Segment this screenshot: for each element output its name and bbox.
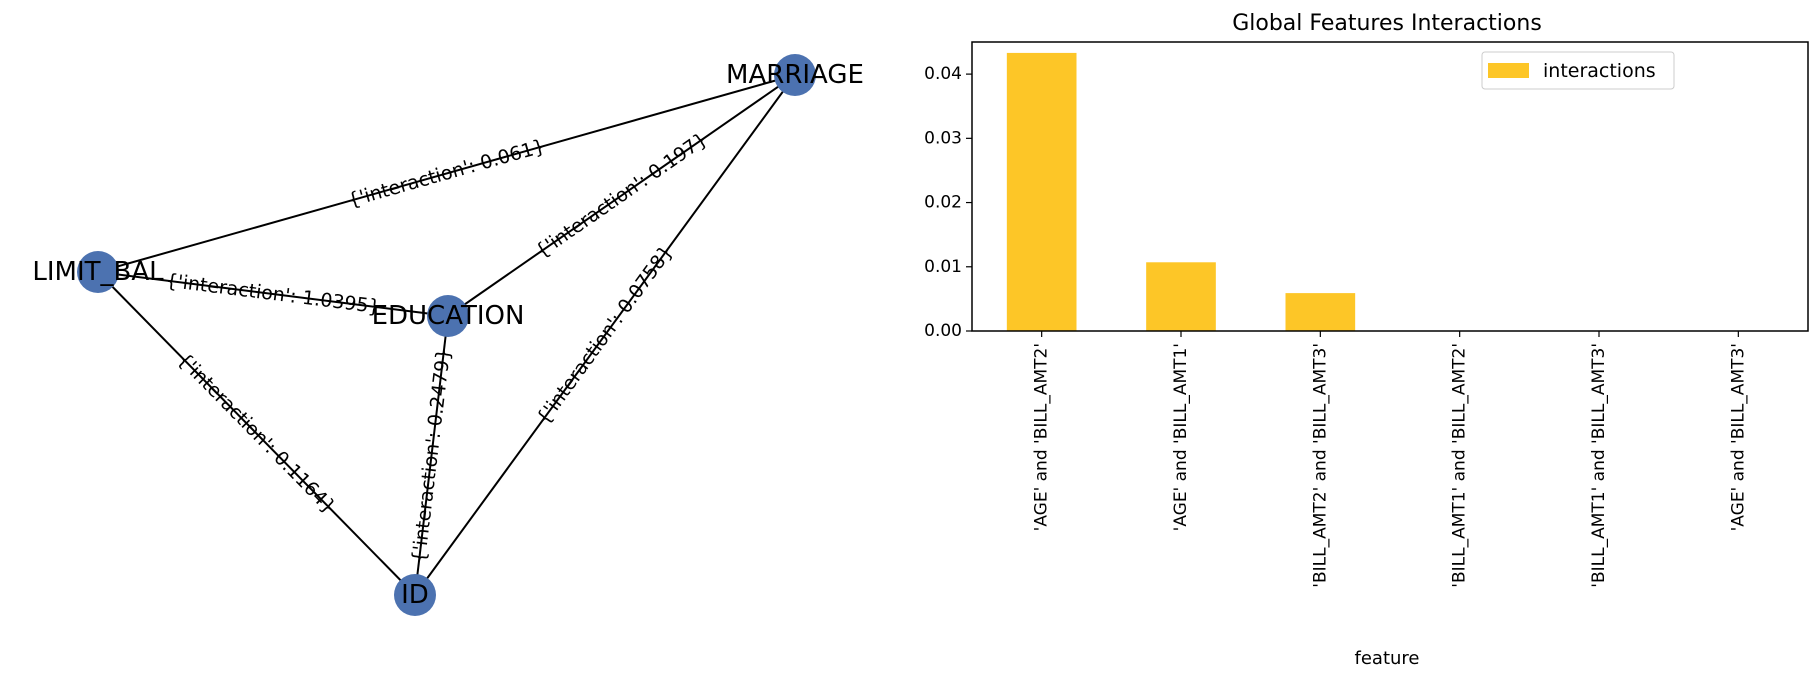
y-tick-label: 0.02	[924, 193, 962, 213]
x-tick-label: 'AGE' and 'BILL_AMT1'	[1171, 343, 1191, 531]
x-axis: 'AGE' and 'BILL_AMT2' 'AGE' and 'BILL_AMT…	[1032, 331, 1748, 588]
bar	[1006, 52, 1077, 331]
edge-limit_bal-education	[97, 271, 449, 317]
node-marriage	[774, 54, 816, 96]
plot-area	[971, 41, 1809, 332]
edge-id-marriage	[414, 74, 796, 596]
legend-frame	[1481, 51, 1675, 90]
edge-label: {'interaction': 1.0395}	[164, 270, 381, 319]
edge-label: {'interaction': 0.061}	[345, 135, 548, 212]
edge-label: {'interaction': 0.2479}	[408, 347, 455, 564]
network-node-labels: MARRIAGE LIMIT_BAL EDUCATION ID	[32, 60, 864, 610]
node-label: ID	[401, 580, 429, 610]
node-label: LIMIT_BAL	[32, 257, 164, 287]
edge-limit_bal-id	[97, 271, 416, 596]
network-edge-labels: {'interaction': 0.061}{'interaction': 0.…	[164, 128, 711, 564]
node-label: MARRIAGE	[726, 60, 864, 90]
bar	[1285, 293, 1356, 331]
y-tick-label: 0.04	[924, 64, 962, 84]
x-tick-label: 'AGE' and 'BILL_AMT3'	[1728, 343, 1748, 531]
x-tick-label: 'BILL_AMT1' and 'BILL_AMT3'	[1589, 343, 1609, 588]
edge-education-id	[414, 315, 449, 596]
edge-label: {'interaction': 0.0758}	[532, 241, 677, 429]
y-tick-label: 0.03	[924, 128, 962, 148]
legend: interactions	[1481, 51, 1675, 90]
x-tick-label: 'BILL_AMT2' and 'BILL_AMT3'	[1310, 343, 1330, 588]
edge-label: {'interaction': 0.197}	[531, 128, 711, 263]
edge-education-marriage	[447, 74, 796, 317]
network-edges	[97, 74, 796, 596]
chart-title: Global Features Interactions	[1232, 11, 1542, 36]
edge-label: {'interaction': 0.1164}	[173, 349, 340, 519]
x-tick-label: 'BILL_AMT1' and 'BILL_AMT2'	[1450, 343, 1470, 588]
node-label: EDUCATION	[372, 301, 525, 331]
x-axis-label: feature	[1355, 648, 1420, 669]
plot-frame	[971, 41, 1809, 332]
legend-label: interactions	[1543, 60, 1656, 82]
node-id	[394, 574, 436, 616]
network-nodes	[77, 54, 816, 616]
edge-limit_bal-marriage	[97, 74, 796, 273]
legend-swatch	[1488, 63, 1529, 78]
y-tick-label: 0.01	[924, 257, 962, 277]
y-tick-label: 0.00	[924, 321, 962, 341]
interaction-network-graph: MARRIAGE LIMIT_BAL EDUCATION ID {'interacti…	[32, 54, 864, 616]
y-axis: 0.00 0.01 0.02 0.03 0.04	[924, 64, 972, 341]
node-limit-bal	[77, 251, 119, 293]
bar	[1146, 262, 1216, 331]
global-feature-interactions-bar-chart: Global Features Interactions 0.000.010.0…	[924, 11, 1809, 669]
x-tick-label: 'AGE' and 'BILL_AMT2'	[1032, 343, 1052, 531]
node-education	[427, 295, 469, 337]
